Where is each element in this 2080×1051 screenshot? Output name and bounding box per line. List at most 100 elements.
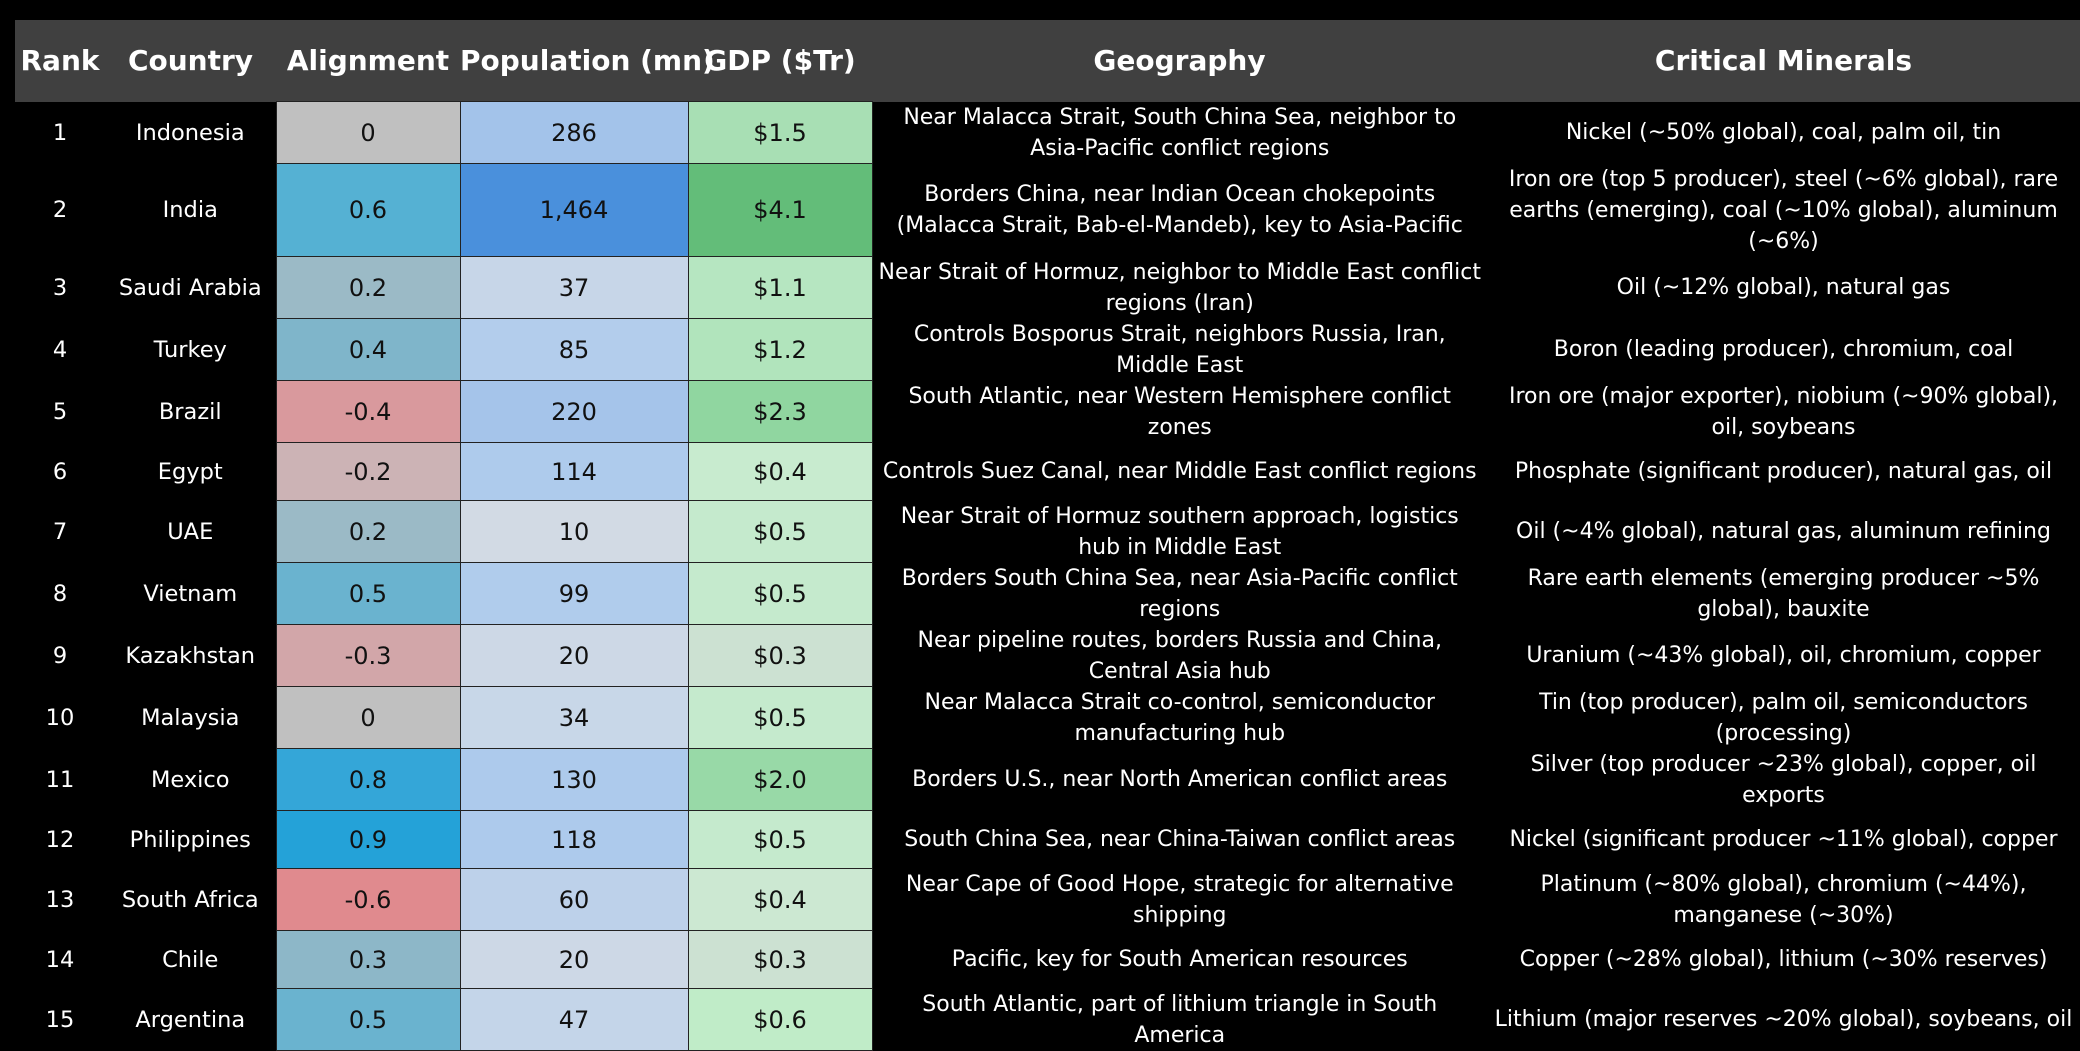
- gdp-cell: $0.3: [687, 624, 873, 687]
- country-cell: Philippines: [129, 826, 251, 853]
- country-cell: Vietnam: [143, 580, 238, 607]
- population-cell: 286: [459, 101, 689, 164]
- rank-cell: 13: [45, 886, 75, 913]
- critical-minerals-cell: Rare earth elements (emerging producer ~…: [1527, 565, 2040, 622]
- geography-cell: Near Cape of Good Hope, strategic for al…: [905, 871, 1454, 928]
- header-population: Population (mn): [460, 20, 715, 102]
- rank-cell: 7: [52, 518, 68, 545]
- gdp-cell: $1.1: [687, 256, 873, 319]
- population-cell: 47: [459, 988, 689, 1051]
- alignment-cell: 0.2: [275, 500, 461, 563]
- population-cell: 34: [459, 686, 689, 749]
- geography-cell: South Atlantic, part of lithium triangle…: [922, 991, 1438, 1048]
- gdp-cell: $0.5: [687, 500, 873, 563]
- population-cell: 220: [459, 380, 689, 443]
- rank-cell: 12: [45, 826, 75, 853]
- geography-cell: Near Malacca Strait, South China Sea, ne…: [903, 104, 1457, 161]
- header-country: Country: [105, 20, 276, 102]
- gdp-cell: $0.5: [687, 810, 873, 869]
- table-body: 1 Indonesia 0 286 $1.5 Near Malacca Strait, S…: [15, 101, 2080, 1051]
- geography-cell: Borders South China Sea, near Asia-Pacif…: [901, 565, 1458, 622]
- rank-cell: 5: [52, 398, 68, 425]
- rank-cell: 2: [52, 197, 68, 223]
- gdp-cell: $2.3: [687, 380, 873, 443]
- country-cell: Malaysia: [141, 704, 240, 731]
- gdp-cell: $4.1: [687, 163, 873, 257]
- population-cell: 118: [459, 810, 689, 869]
- geography-cell: Near pipeline routes, borders Russia and…: [917, 627, 1442, 684]
- rank-cell: 3: [52, 274, 68, 301]
- alignment-cell: 0: [275, 101, 461, 164]
- population-cell: 130: [459, 748, 689, 811]
- table-row: 13 South Africa -0.6 60 $0.4 Near Cape of Goo…: [15, 868, 2080, 931]
- rank-cell: 4: [52, 336, 68, 363]
- country-ranking-table: Rank Country Alignment Population (mn) G…: [15, 20, 2080, 1051]
- geography-cell: Near Strait of Hormuz, neighbor to Middl…: [878, 259, 1482, 316]
- gdp-cell: $0.4: [687, 868, 873, 931]
- country-cell: Indonesia: [135, 119, 245, 146]
- population-cell: 20: [459, 624, 689, 687]
- population-cell: 114: [459, 442, 689, 501]
- table-row: 10 Malaysia 0 34 $0.5 Near Malacca Strait co-…: [15, 686, 2080, 749]
- country-cell: Argentina: [135, 1006, 246, 1033]
- gdp-cell: $0.4: [687, 442, 873, 501]
- table-row: 12 Philippines 0.9 118 $0.5 South China Sea, …: [15, 810, 2080, 869]
- alignment-cell: 0.5: [275, 562, 461, 625]
- gdp-cell: $2.0: [687, 748, 873, 811]
- table-row: 11 Mexico 0.8 130 $2.0 Borders U.S., near Nor…: [15, 748, 2080, 811]
- country-cell: Saudi Arabia: [118, 274, 262, 301]
- rank-cell: 11: [45, 766, 75, 793]
- alignment-cell: 0.4: [275, 318, 461, 381]
- gdp-cell: $0.3: [687, 930, 873, 989]
- geography-cell: South China Sea, near China-Taiwan confl…: [904, 827, 1456, 852]
- table-row: 3 Saudi Arabia 0.2 37 $1.1 Near Strait of Hor…: [15, 256, 2080, 319]
- table-row: 15 Argentina 0.5 47 $0.6 South Atlantic, part…: [15, 988, 2080, 1051]
- rank-cell: 1: [52, 119, 68, 146]
- critical-minerals-cell: Copper (~28% global), lithium (~30% rese…: [1519, 947, 2048, 972]
- geography-cell: Borders U.S., near North American confli…: [912, 767, 1448, 792]
- gdp-cell: $0.6: [687, 988, 873, 1051]
- table-row: 2 India 0.6 1,464 $4.1 Borders China, near In…: [15, 163, 2080, 257]
- population-cell: 99: [459, 562, 689, 625]
- rank-cell: 9: [52, 642, 68, 669]
- critical-minerals-cell: Oil (~12% global), natural gas: [1616, 275, 1951, 300]
- header-alignment: Alignment: [276, 20, 460, 102]
- alignment-cell: -0.6: [275, 868, 461, 931]
- alignment-cell: -0.4: [275, 380, 461, 443]
- population-cell: 20: [459, 930, 689, 989]
- country-cell: Kazakhstan: [125, 642, 256, 669]
- alignment-cell: 0.8: [275, 748, 461, 811]
- critical-minerals-cell: Phosphate (significant producer), natura…: [1514, 459, 2053, 484]
- alignment-cell: -0.3: [275, 624, 461, 687]
- table-row: 6 Egypt -0.2 114 $0.4 Controls Suez Canal, ne…: [15, 442, 2080, 501]
- alignment-cell: 0.3: [275, 930, 461, 989]
- critical-minerals-cell: Iron ore (top 5 producer), steel (~6% gl…: [1508, 166, 2059, 254]
- rank-cell: 10: [45, 704, 75, 731]
- table-row: 14 Chile 0.3 20 $0.3 Pacific, key for South A…: [15, 930, 2080, 989]
- country-cell: Egypt: [157, 458, 223, 485]
- alignment-cell: 0: [275, 686, 461, 749]
- alignment-cell: 0.9: [275, 810, 461, 869]
- table-row: 4 Turkey 0.4 85 $1.2 Controls Bosporus Strait…: [15, 318, 2080, 381]
- population-cell: 1,464: [459, 163, 689, 257]
- header-row: Rank Country Alignment Population (mn) G…: [15, 20, 2080, 102]
- geography-cell: South Atlantic, near Western Hemisphere …: [908, 383, 1452, 440]
- table-row: 5 Brazil -0.4 220 $2.3 South Atlantic, near W…: [15, 380, 2080, 443]
- header-geography: Geography: [872, 20, 1487, 102]
- rank-cell: 8: [52, 580, 68, 607]
- gdp-cell: $1.5: [687, 101, 873, 164]
- country-cell: Turkey: [153, 336, 227, 363]
- header-critical-minerals: Critical Minerals: [1487, 20, 2080, 102]
- critical-minerals-cell: Nickel (~50% global), coal, palm oil, ti…: [1565, 120, 2002, 145]
- table-row: 8 Vietnam 0.5 99 $0.5 Borders South China Sea…: [15, 562, 2080, 625]
- geography-cell: Pacific, key for South American resource…: [951, 947, 1408, 972]
- header-gdp: GDP ($Tr): [688, 20, 872, 102]
- critical-minerals-cell: Boron (leading producer), chromium, coal: [1553, 337, 2014, 362]
- geography-cell: Near Strait of Hormuz southern approach,…: [900, 503, 1459, 560]
- critical-minerals-cell: Nickel (significant producer ~11% global…: [1509, 827, 2058, 852]
- table-row: 9 Kazakhstan -0.3 20 $0.3 Near pipeline route…: [15, 624, 2080, 687]
- gdp-cell: $1.2: [687, 318, 873, 381]
- population-cell: 85: [459, 318, 689, 381]
- population-cell: 37: [459, 256, 689, 319]
- country-cell: Mexico: [150, 766, 230, 793]
